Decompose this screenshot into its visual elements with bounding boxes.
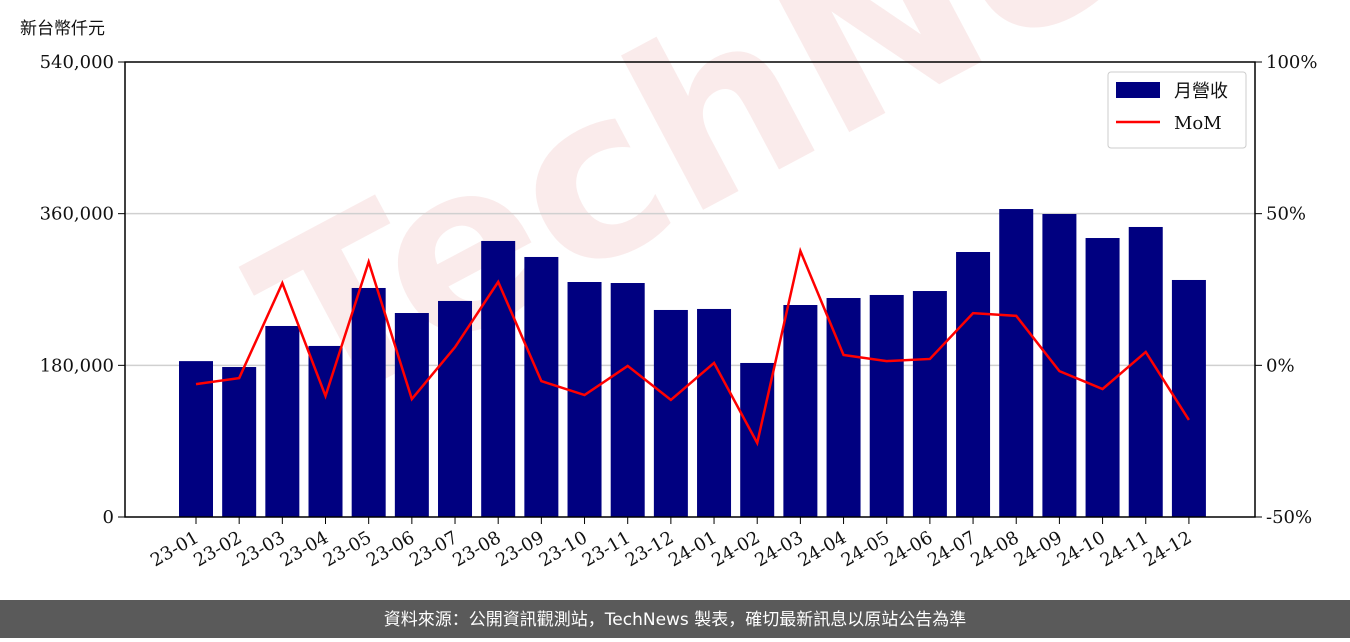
bar bbox=[956, 252, 991, 517]
bar bbox=[222, 367, 257, 517]
x-tick-label: 24-08 bbox=[967, 527, 1022, 571]
bar bbox=[912, 291, 947, 517]
bar bbox=[308, 345, 343, 517]
x-tick-label: 23-10 bbox=[536, 527, 591, 571]
bar bbox=[697, 308, 732, 517]
line bbox=[195, 246, 1190, 447]
x-tick-label: 24-09 bbox=[1010, 527, 1065, 571]
x-tick-label: 24-07 bbox=[924, 527, 979, 571]
x-tick-label: 23-06 bbox=[363, 527, 418, 571]
x-tick-label: 24-03 bbox=[751, 527, 806, 571]
y-axis-label: 新台幣仟元 bbox=[20, 19, 105, 39]
x-tick-label: 23-03 bbox=[233, 527, 288, 571]
x-tick-label: 24-06 bbox=[881, 527, 936, 571]
plot-frame bbox=[124, 61, 1256, 518]
bar bbox=[783, 305, 818, 517]
bar bbox=[481, 240, 516, 517]
bar bbox=[610, 283, 645, 517]
bar bbox=[351, 287, 386, 517]
x-tick-label: 23-05 bbox=[320, 527, 375, 571]
bar bbox=[653, 309, 688, 517]
x-tick-label: 23-11 bbox=[579, 527, 634, 571]
bar bbox=[265, 325, 300, 517]
x-tick-label: 23-04 bbox=[277, 527, 332, 571]
x-tick-label: 24-12 bbox=[1140, 527, 1195, 571]
y2-tick-label: -50% bbox=[1266, 507, 1312, 528]
x-tick-label: 24-04 bbox=[795, 527, 850, 571]
legend-label: 月營收 bbox=[1174, 81, 1228, 102]
footer: 資料來源：公開資訊觀測站，TechNews 製表，確切最新訊息以原站公告為準 bbox=[384, 610, 966, 630]
x-tick-label: 23-12 bbox=[622, 527, 677, 571]
x-tick-label: 24-01 bbox=[665, 527, 720, 571]
bar bbox=[1171, 279, 1206, 517]
x-tick-label: 23-01 bbox=[147, 527, 202, 571]
bar bbox=[438, 300, 473, 517]
bar bbox=[567, 282, 602, 517]
x-tick-label: 23-08 bbox=[449, 527, 504, 571]
bar bbox=[394, 313, 429, 517]
y-tick-label: 0 bbox=[103, 507, 114, 528]
footer-band bbox=[0, 600, 1350, 638]
x-tick-label: 24-02 bbox=[708, 527, 763, 571]
bar bbox=[524, 256, 559, 517]
bar bbox=[1085, 238, 1120, 518]
y-tick-label: 540,000 bbox=[40, 52, 114, 73]
bar bbox=[869, 294, 904, 517]
bar bbox=[1042, 214, 1077, 517]
y-tick-label: 180,000 bbox=[40, 355, 114, 376]
legend-swatch bbox=[1116, 82, 1160, 98]
x-tick-label: 24-05 bbox=[838, 527, 893, 571]
y2-tick-label: 0% bbox=[1266, 355, 1295, 376]
x-tick-label: 24-10 bbox=[1054, 527, 1109, 571]
x-tick-label: 23-07 bbox=[406, 527, 461, 571]
legend-label: MoM bbox=[1174, 113, 1222, 134]
y2-tick-label: 50% bbox=[1266, 204, 1306, 225]
bar bbox=[826, 298, 861, 517]
x-tick-label: 23-09 bbox=[492, 527, 547, 571]
y-tick-label: 360,000 bbox=[40, 204, 114, 225]
x-tick-label: 23-02 bbox=[190, 527, 245, 571]
bar bbox=[999, 209, 1034, 517]
bar bbox=[179, 361, 213, 517]
y2-tick-label: 100% bbox=[1266, 52, 1317, 73]
x-tick-label: 24-11 bbox=[1097, 527, 1152, 571]
